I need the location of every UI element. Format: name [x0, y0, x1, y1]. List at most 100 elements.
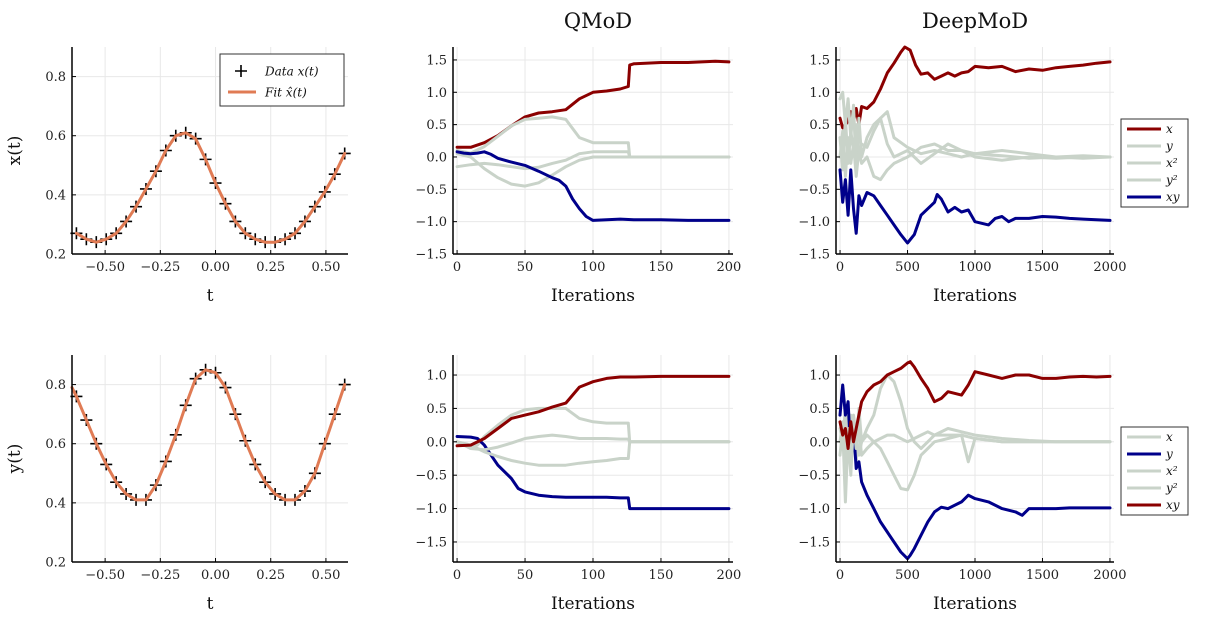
- series-line-x2: [455, 433, 731, 452]
- y-tick-label: 1.5: [809, 53, 830, 68]
- legend-label-data: Data x(t): [264, 65, 319, 79]
- x-tick-label: 500: [895, 568, 920, 583]
- y-tick-label: 0.8: [45, 378, 66, 393]
- x-tick-label: 0.00: [201, 260, 230, 275]
- y-tick-label: 0.2: [45, 248, 66, 263]
- y-tick-label: 0.5: [426, 118, 447, 133]
- x-tick-label: 200: [717, 568, 742, 583]
- legend-label-y: y: [1165, 139, 1173, 153]
- series-line-fitxt: [74, 131, 347, 244]
- x-tick-label: −0.25: [140, 260, 180, 275]
- y-tick-label: −1.5: [798, 248, 830, 263]
- y-tick-label: 0.8: [45, 70, 66, 85]
- series-line-fityt: [70, 368, 347, 502]
- series-line-xy: [838, 168, 1112, 245]
- column-title-qmod: QMoD: [564, 9, 632, 33]
- series-line-xy: [838, 360, 1112, 450]
- y-tick-label: −1.5: [798, 535, 830, 550]
- legend-label-x: x: [1166, 430, 1173, 444]
- x-axis-label: Iterations: [551, 286, 635, 306]
- legend-marker-data: [235, 65, 247, 77]
- y-tick-label: −0.5: [798, 183, 830, 198]
- series-line-xy: [455, 374, 731, 448]
- series-line-xy: [455, 150, 731, 222]
- y-tick-label: −1.5: [415, 248, 447, 263]
- y-tick-label: 0.5: [809, 118, 830, 133]
- x-tick-label: 50: [517, 260, 534, 275]
- x-axis-label: Iterations: [551, 594, 635, 614]
- series-line-y: [838, 383, 1112, 561]
- legend-label-x2: x²: [1166, 464, 1178, 478]
- series-line-x2: [838, 116, 1112, 172]
- plot-y-data-fit: −0.50 −0.25 0.00 0.25 0.50 0.2 0.4 0.6 0.8 t y(t): [5, 355, 351, 614]
- x-axis-label: t: [207, 286, 214, 306]
- y-tick-label: −1.0: [798, 215, 830, 230]
- x-axis-label: Iterations: [933, 594, 1017, 614]
- x-tick-label: 0.00: [201, 568, 230, 583]
- series-line-x: [838, 45, 1112, 130]
- y-axis-label: x(t): [5, 136, 25, 166]
- x-tick-label: 0: [836, 568, 844, 583]
- y-tick-label: 1.0: [426, 86, 447, 101]
- x-tick-label: 1000: [958, 568, 991, 583]
- x-tick-label: 0.50: [311, 568, 340, 583]
- x-tick-label: 50: [517, 568, 534, 583]
- y-tick-label: 0.0: [809, 150, 830, 165]
- plot-deepmod-y: 0 500 1000 1500 2000 −1.5 −1.0 −0.5 0.0 0.5 1.0 Ite…: [798, 355, 1189, 614]
- x-tick-label: 200: [717, 260, 742, 275]
- x-tick-label: 2000: [1093, 260, 1126, 275]
- legend-label-fit: Fit x̂(t): [264, 86, 307, 100]
- plot-qmod-y: 0 50 100 150 200 −1.5 −1.0 −0.5 0.0 0.5 1.0 Iterati…: [415, 355, 741, 614]
- series-line-x2: [455, 150, 731, 171]
- y-tick-label: 0.0: [426, 150, 447, 165]
- series-line-y2: [838, 420, 1112, 504]
- x-tick-label: 0: [453, 260, 461, 275]
- x-tick-label: 1000: [958, 260, 991, 275]
- x-tick-label: −0.50: [85, 260, 125, 275]
- plot-deepmod-x: 0 500 1000 1500 2000 −1.5 −1.0 −0.5 0.0 0.5 1.0 1.5…: [798, 45, 1189, 306]
- x-tick-label: 0: [836, 260, 844, 275]
- legend-label-y2: y²: [1165, 481, 1178, 495]
- x-tick-label: 150: [649, 260, 674, 275]
- legend-label-x2: x²: [1166, 156, 1178, 170]
- x-tick-label: 0.25: [256, 260, 285, 275]
- x-axis-label: Iterations: [933, 286, 1017, 306]
- legend-label-y2: y²: [1165, 173, 1178, 187]
- series-line-y: [455, 115, 731, 159]
- legend-label-xy: xy: [1166, 190, 1180, 204]
- y-tick-label: −1.0: [798, 502, 830, 517]
- y-tick-label: −0.5: [415, 469, 447, 484]
- y-tick-label: 0.6: [45, 129, 66, 144]
- x-tick-label: 2000: [1093, 568, 1126, 583]
- y-tick-label: 0.6: [45, 437, 66, 452]
- y-axis-label: y(t): [5, 444, 25, 475]
- y-tick-label: −1.5: [415, 535, 447, 550]
- series-line-y2: [455, 152, 731, 188]
- x-tick-label: 500: [895, 260, 920, 275]
- x-tick-label: 150: [649, 568, 674, 583]
- y-tick-label: 1.0: [809, 86, 830, 101]
- y-tick-label: −0.5: [415, 183, 447, 198]
- y-tick-label: −1.0: [415, 215, 447, 230]
- y-tick-label: 0.4: [45, 496, 66, 511]
- y-tick-label: −1.0: [415, 502, 447, 517]
- series-line-y2: [838, 129, 1112, 182]
- plot-x-data-fit: −0.50 −0.25 0.00 0.25 0.50 0.2 0.4 0.6 0.8 t x(t) D…: [5, 47, 351, 306]
- legend-box: [219, 53, 345, 107]
- plot-qmod-x: 0 50 100 150 200 −1.5 −1.0 −0.5 0.0 0.5 1.0 1.5 Iter…: [415, 47, 741, 306]
- y-tick-label: 0.5: [426, 402, 447, 417]
- legend-label-y: y: [1165, 447, 1173, 461]
- y-tick-label: −0.5: [798, 469, 830, 484]
- y-tick-label: 1.0: [426, 369, 447, 384]
- y-tick-label: 0.2: [45, 556, 66, 571]
- x-tick-label: 0.50: [311, 260, 340, 275]
- x-axis-label: t: [207, 594, 214, 614]
- legend-label-x: x: [1166, 122, 1173, 136]
- x-tick-label: 0.25: [256, 568, 285, 583]
- y-tick-label: 0.5: [809, 402, 830, 417]
- x-tick-label: 100: [581, 260, 606, 275]
- x-tick-label: −0.50: [85, 568, 125, 583]
- y-tick-label: 0.0: [426, 435, 447, 450]
- x-tick-label: 1500: [1026, 260, 1059, 275]
